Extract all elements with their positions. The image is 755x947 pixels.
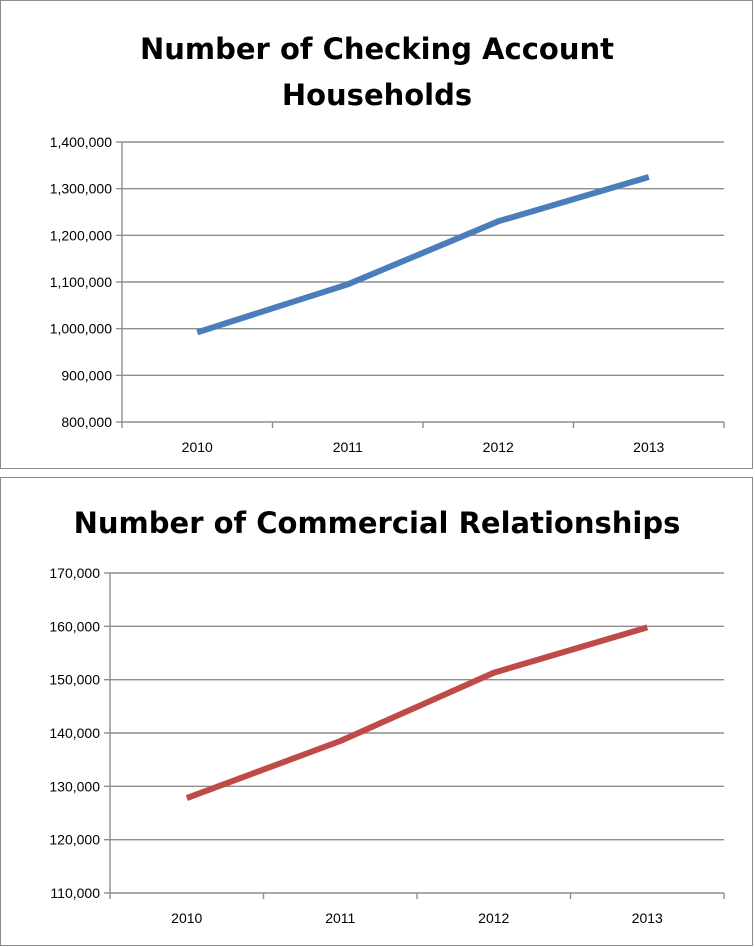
commercial-x-tick-label-2012: 2012 [478, 910, 509, 926]
checking-series-line-0 [197, 177, 649, 332]
checking-x-tick-label-2010: 2010 [182, 439, 213, 455]
checking-y-tick-label-3: 1,100,000 [50, 274, 112, 290]
checking-y-tick-label-1: 900,000 [61, 367, 112, 383]
commercial-y-tick-label-2: 130,000 [49, 778, 100, 794]
chart-panel-checking-households: Number of Checking Account Households 800,… [0, 0, 753, 469]
checking-y-tick-label-6: 1,400,000 [50, 134, 112, 150]
commercial-y-tick-label-6: 170,000 [49, 565, 100, 581]
checking-y-tick-label-0: 800,000 [61, 414, 112, 430]
checking-households-chart: Number of Checking Account Households 800,… [1, 1, 754, 470]
commercial-chart-title-line-1: Number of Commercial Relationships [74, 506, 681, 540]
checking-x-tick-label-2012: 2012 [483, 439, 514, 455]
checking-x-tick-label-2013: 2013 [633, 439, 664, 455]
commercial-x-tick-label-2013: 2013 [632, 910, 663, 926]
commercial-series-line-0 [187, 627, 648, 798]
chart-panel-commercial-relationships: Number of Commercial Relationships 110,00… [0, 477, 753, 946]
checking-x-tick-label-2011: 2011 [333, 439, 363, 455]
commercial-relationships-chart: Number of Commercial Relationships 110,00… [1, 478, 754, 947]
checking-y-tick-label-2: 1,000,000 [50, 321, 112, 337]
checking-y-tick-label-5: 1,300,000 [50, 181, 112, 197]
commercial-x-tick-label-2010: 2010 [171, 910, 202, 926]
commercial-y-tick-label-3: 140,000 [49, 725, 100, 741]
commercial-y-tick-label-0: 110,000 [50, 885, 100, 901]
checking-chart-title-line-1: Number of Checking Account [140, 32, 614, 66]
checking-chart-title-line-2: Households [282, 78, 472, 112]
commercial-y-tick-label-5: 160,000 [49, 618, 100, 634]
commercial-y-tick-label-4: 150,000 [49, 672, 100, 688]
checking-y-tick-label-4: 1,200,000 [50, 227, 112, 243]
commercial-x-tick-label-2011: 2011 [325, 910, 355, 926]
commercial-y-tick-label-1: 120,000 [49, 832, 100, 848]
